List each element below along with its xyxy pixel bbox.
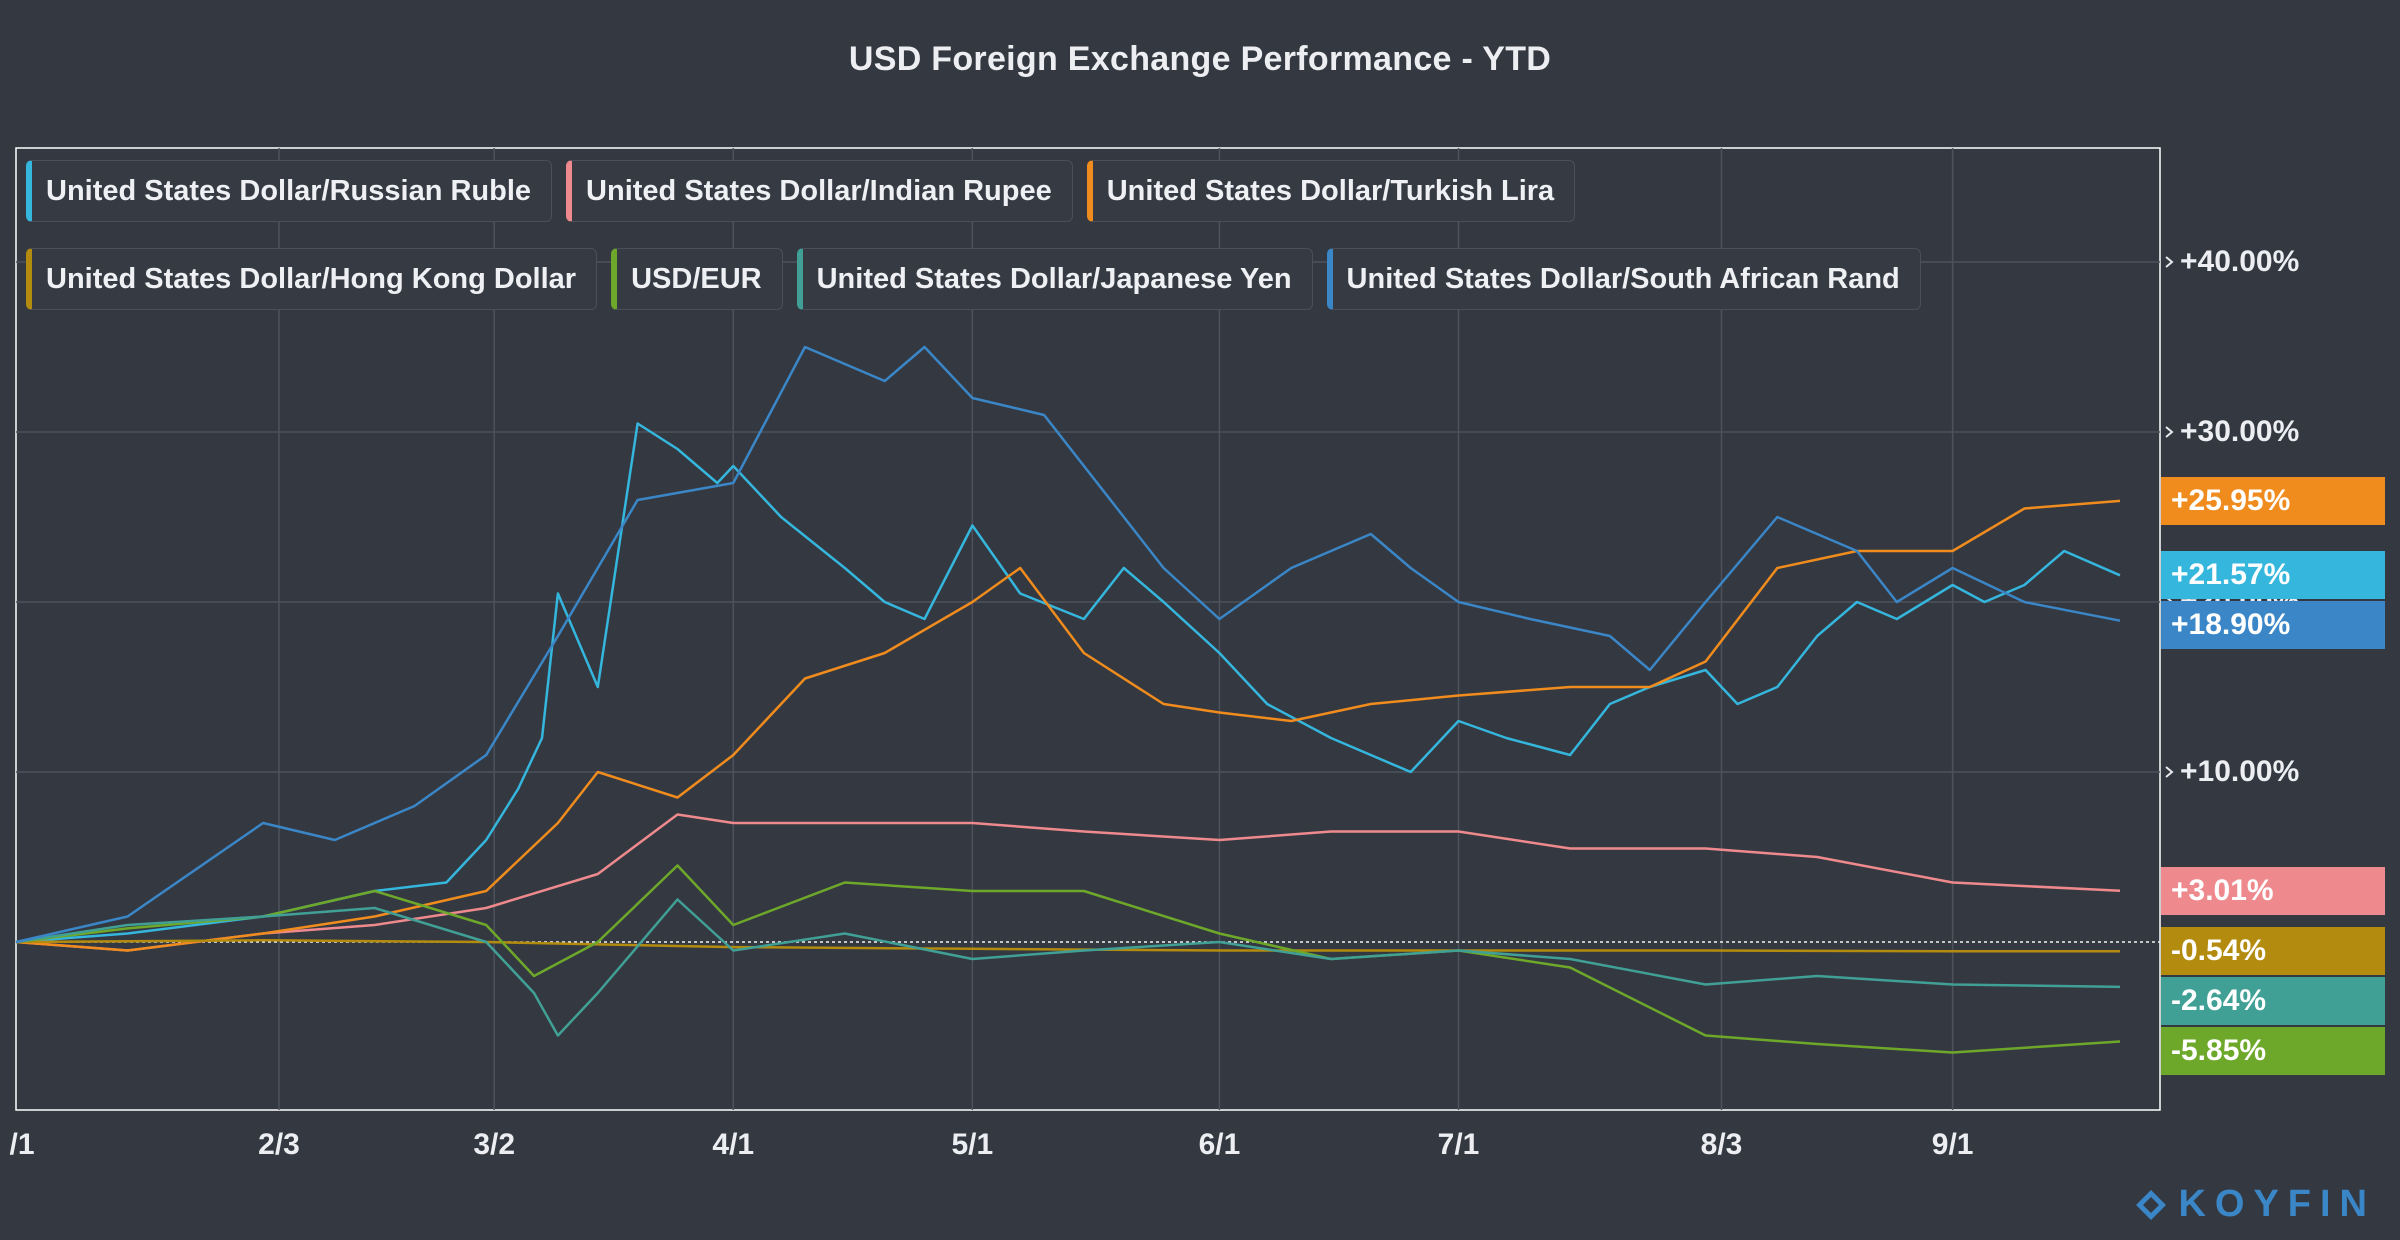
x-tick-label: /1 xyxy=(9,1128,35,1161)
last-value-badge: -2.64% xyxy=(2161,977,2385,1026)
x-tick-label: 2/3 xyxy=(258,1128,300,1161)
brand-logo: KOYFIN xyxy=(2134,1183,2376,1226)
y-tick-mark xyxy=(2165,256,2174,268)
legend-item[interactable]: United States Dollar/Hong Kong Dollar xyxy=(26,248,598,310)
koyfin-logo-icon xyxy=(2136,1189,2167,1220)
last-value-badge: +21.57% xyxy=(2161,551,2385,600)
y-tick-label: +10.00% xyxy=(2180,755,2300,788)
y-tick-label: +40.00% xyxy=(2180,245,2300,278)
brand-name: KOYFIN xyxy=(2178,1183,2376,1225)
legend-item[interactable]: United States Dollar/Russian Ruble xyxy=(26,160,553,222)
legend-item[interactable]: United States Dollar/South African Rand xyxy=(1326,248,1921,310)
y-tick-mark xyxy=(2165,766,2174,778)
x-tick-label: 6/1 xyxy=(1198,1128,1241,1161)
series-lines xyxy=(15,345,2121,1054)
last-value-badge: +18.90% xyxy=(2161,601,2385,650)
last-value-badge: -0.54% xyxy=(2161,927,2385,976)
series-line xyxy=(15,813,2121,952)
series-line xyxy=(15,864,2121,1054)
x-tick-label: 9/1 xyxy=(1931,1128,1974,1161)
x-tick-label: 8/3 xyxy=(1700,1128,1743,1161)
y-tick-label: +30.00% xyxy=(2180,415,2300,448)
x-tick-label: 7/1 xyxy=(1437,1128,1480,1161)
series-line xyxy=(15,422,2121,944)
last-value-badge: +3.01% xyxy=(2161,866,2385,915)
legend-item[interactable]: United States Dollar/Indian Rupee xyxy=(566,160,1073,222)
series-line xyxy=(15,898,2121,1037)
x-tick-label: 3/2 xyxy=(473,1128,516,1161)
plot-area xyxy=(15,147,2161,1111)
legend-row: United States Dollar/Russian Ruble United… xyxy=(26,160,1576,222)
x-tick-label: 4/1 xyxy=(712,1128,755,1161)
last-value-badge: +25.95% xyxy=(2161,476,2385,525)
last-value-badge: -5.85% xyxy=(2161,1027,2385,1076)
legend-row: United States Dollar/Hong Kong Dollar USD… xyxy=(26,248,1921,310)
y-tick-mark xyxy=(2165,426,2174,438)
legend-item[interactable]: USD/EUR xyxy=(611,248,783,310)
series-line xyxy=(15,499,2121,952)
legend-item[interactable]: United States Dollar/Japanese Yen xyxy=(796,248,1313,310)
x-tick-label: 5/1 xyxy=(951,1128,994,1161)
chart-title: USD Foreign Exchange Performance - YTD xyxy=(848,40,1552,78)
series-line xyxy=(15,345,2121,944)
legend-item[interactable]: United States Dollar/Turkish Lira xyxy=(1086,160,1576,222)
